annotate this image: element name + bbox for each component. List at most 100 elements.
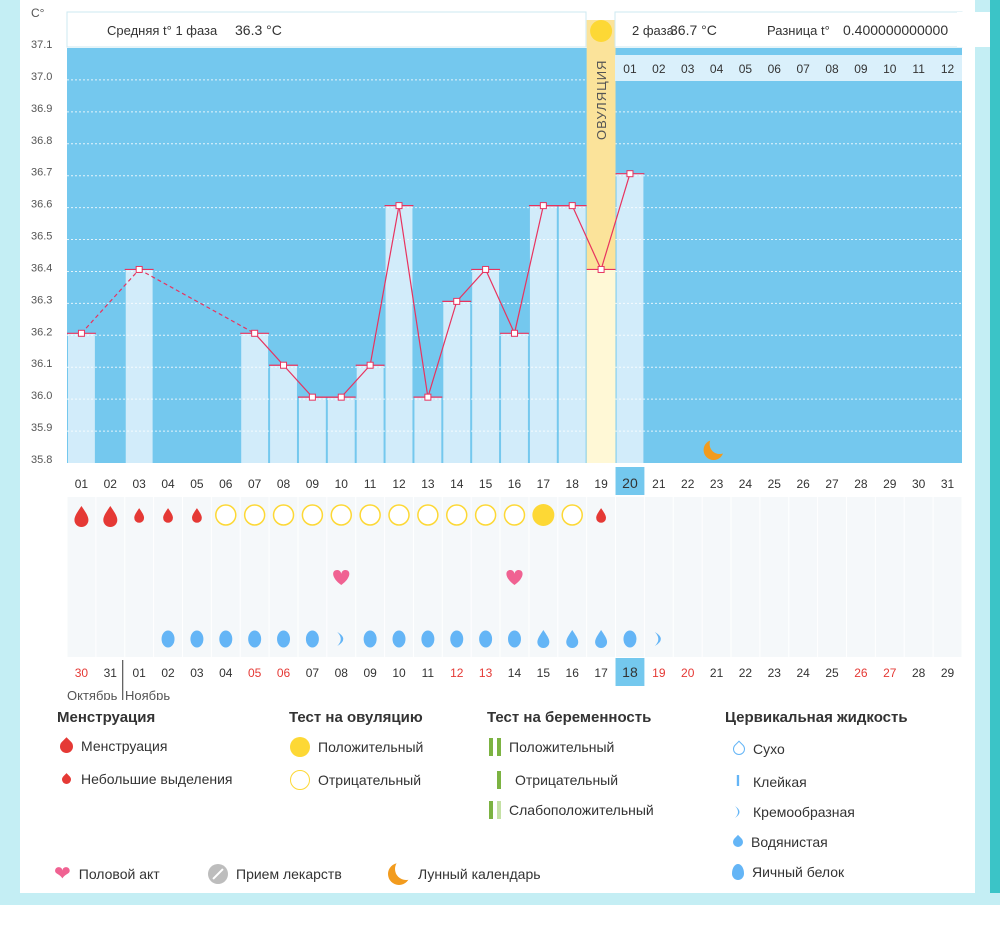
temp-point (308, 393, 316, 401)
ovulation-test-negative-icon (243, 504, 266, 526)
temp-bar-day-08 (270, 365, 297, 463)
ovulation-test-negative-icon (359, 504, 381, 526)
legend-label: Слабоположительный (509, 802, 654, 818)
day-label: 25 (768, 477, 782, 491)
next-cycle-row (615, 55, 962, 81)
calendar-date: 28 (912, 666, 926, 680)
calendar-date: 08 (335, 666, 349, 680)
intercourse-heart-icon (506, 570, 523, 585)
egg-white-icon (450, 630, 464, 648)
y-tick-label: 36.1 (31, 358, 52, 370)
temp-line-segment (283, 364, 313, 398)
temp-point (337, 393, 345, 401)
one-bar-icon (497, 771, 501, 789)
egg-white-icon (219, 630, 233, 648)
temp-point (77, 329, 85, 337)
day-label: 21 (652, 477, 666, 491)
day-label: 07 (248, 477, 262, 491)
calendar-date: 05 (248, 666, 262, 680)
legend-ovulation-positive: Положительный (290, 737, 423, 757)
ovulation-test-negative-icon (474, 504, 497, 526)
day-label: 02 (104, 477, 118, 491)
next-cycle-day: 06 (768, 62, 782, 76)
calendar-date: 04 (219, 666, 233, 680)
temp-line-segment (340, 364, 371, 398)
diff-label: Разница t° (767, 23, 830, 38)
phase2-box (614, 11, 963, 48)
day-label: 13 (421, 477, 435, 491)
ovulation-test-negative-icon (330, 504, 353, 526)
day-label: 29 (883, 477, 897, 491)
temp-bar-day-20 (616, 173, 644, 463)
day-label: 24 (739, 477, 753, 491)
calendar-date: 01 (132, 666, 146, 680)
calendar-date: 27 (883, 666, 897, 680)
calendar-date: 22 (739, 666, 753, 680)
temp-point (280, 361, 288, 369)
y-tick-label: 35.8 (31, 454, 52, 466)
egg-white-icon (161, 630, 175, 648)
day-label: 06 (219, 477, 233, 491)
calendar-date: 20 (681, 666, 695, 680)
temp-point (424, 393, 432, 401)
next-arrow-strip[interactable] (990, 0, 1000, 905)
pill-icon (208, 864, 228, 884)
ovulation-test-negative-icon (445, 504, 468, 526)
y-tick-label: 36.5 (31, 231, 52, 243)
day-label: 18 (566, 477, 580, 491)
egg-white-icon (479, 630, 493, 648)
temp-line-segment (485, 269, 516, 334)
legend-pregnancy-positive: Положительный (489, 738, 614, 756)
calendar-date: 19 (652, 666, 666, 680)
ovulation-test-positive-icon (532, 504, 555, 526)
next-cycle-day: 02 (652, 62, 666, 76)
legend-ovulation-negative: Отрицательный (290, 770, 421, 790)
calendar-date: 13 (479, 666, 493, 680)
legend-cervical-dry: Сухо (730, 740, 785, 758)
y-tick-label: 36.4 (31, 262, 52, 274)
legend-cervical-title: Цервикальная жидкость (725, 709, 908, 726)
menstruation-drop-icon (103, 506, 118, 527)
day-label: 16 (508, 477, 522, 491)
today-highlight (615, 658, 645, 686)
y-tick-label: 37.1 (31, 39, 52, 51)
legend-label: Прием лекарств (236, 866, 342, 882)
watery-icon (537, 630, 550, 648)
page-background-left (0, 0, 20, 905)
egg-white-icon (421, 630, 435, 648)
watery-icon (595, 630, 608, 648)
dry-drop-icon (730, 740, 748, 758)
ovulation-sun-icon (590, 20, 613, 42)
temp-bar-day-15 (472, 269, 500, 463)
legend-cervical-creamy: Кремообразная (733, 804, 855, 820)
day-label: 30 (912, 477, 926, 491)
egg-white-icon (392, 630, 406, 648)
temp-point (453, 297, 461, 305)
temp-point (135, 265, 143, 273)
phase1-value: 36.3 °C (235, 22, 282, 38)
temp-point (395, 202, 403, 210)
ovulation-label: ОВУЛЯЦИЯ (594, 60, 609, 140)
legend-label: Положительный (318, 739, 424, 755)
next-cycle-day: 09 (854, 62, 868, 76)
temp-line-segment (427, 301, 458, 398)
calendar-date: 03 (190, 666, 204, 680)
egg-white-icon (623, 630, 637, 648)
egg-white-icon (305, 630, 319, 648)
calendar-date: 31 (104, 666, 118, 680)
calendar-date: 29 (941, 666, 955, 680)
filled-circle-icon (290, 737, 310, 757)
moon-phase-icon (703, 434, 730, 460)
moon-icon (388, 863, 410, 885)
egg-white-icon (277, 630, 291, 648)
temp-line-segment (398, 205, 429, 398)
legend-intercourse: ❤ Половой акт (54, 864, 160, 884)
calendar-date: 14 (508, 666, 522, 680)
next-cycle-day: 12 (941, 62, 955, 76)
calendar-date: 23 (768, 666, 782, 680)
day-label: 01 (75, 477, 89, 491)
temp-point (568, 202, 576, 210)
spotting-drop-icon (596, 508, 606, 523)
next-cycle-day: 03 (681, 62, 695, 76)
legend-label: Небольшие выделения (81, 771, 233, 787)
